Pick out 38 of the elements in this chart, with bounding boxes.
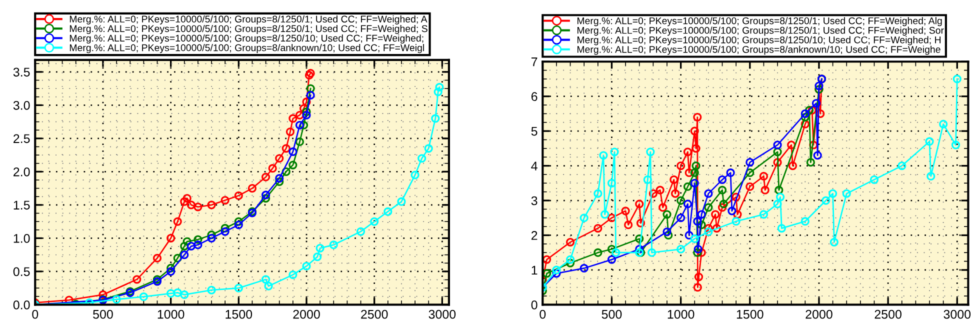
y-tick-label: 3	[531, 196, 538, 206]
y-tick-label: 1.0	[14, 234, 30, 243]
x-tick-label: 3000	[428, 310, 456, 319]
x-tick-label: 2500	[361, 310, 388, 319]
y-tick-label: 6	[531, 92, 538, 101]
y-tick-label: 2	[531, 231, 538, 240]
y-tick-label: 2.0	[14, 167, 30, 176]
y-tick-label: 0.5	[13, 267, 30, 276]
y-tick-label: 4	[531, 162, 538, 170]
x-tick-label: 1500	[736, 310, 764, 319]
x-tick-label: 2500	[874, 310, 902, 319]
y-tick-label: 3.0	[13, 100, 30, 110]
x-tick-label: 500	[93, 310, 113, 319]
x-tick-label: 1500	[226, 310, 252, 319]
y-tick-label: 0.0	[13, 300, 30, 310]
x-tick-label: 2000	[293, 310, 320, 319]
x-tick-label: 0	[32, 310, 38, 319]
x-tick-label: 1000	[158, 310, 184, 319]
legend-label: Merg.%: ALL=0; PKeys=10000/5/100; Groups=8/1250/1; Used CC; FF=Weighed; S	[70, 24, 428, 34]
legend-label: Merg.%: ALL=0; PKeys=10000/5/100; Groups=8/1250/10; Used CC; FF=Weighed; H	[577, 36, 941, 46]
y-tick-label: 5	[531, 126, 538, 136]
y-tick-label: 0	[531, 300, 538, 310]
y-tick-label: 7	[531, 58, 538, 66]
x-tick-label: 3000	[944, 310, 971, 319]
y-tick-label: 1.5	[14, 200, 30, 210]
x-tick-label: 2000	[806, 310, 832, 319]
legend-label: Merg.%: ALL=0; PKeys=10000/5/100; Groups=8/1250/10; Used CC; FF=Weighed;	[70, 34, 424, 44]
x-tick-label: 500	[602, 310, 622, 319]
legend-label: Merg.%: ALL=0; PKeys=10000/5/100; Groups=8/1250/1; Used CC; FF=Weighed; A	[70, 15, 428, 24]
legend-label: Merg.%: ALL=0; PKeys=10000/5/100; Groups=8/anknown/10; Used CC; FF=Weighe	[577, 46, 940, 55]
legend-label: Merg.%: ALL=0; PKeys=10000/5/100; Groups=8/anknown/10; Used CC; FF=Weigl	[70, 44, 424, 54]
y-tick-label: 1	[532, 266, 538, 274]
x-tick-label: 1000	[668, 310, 694, 319]
y-tick-label: 3.5	[13, 68, 30, 77]
x-tick-label: 0	[540, 310, 546, 319]
legend-label: Merg.%: ALL=0; PKeys=10000/5/100; Groups=8/1250/1; Used CC; FF=Weighed; Sor	[577, 26, 944, 36]
legend-label: Merg.%: ALL=0; PKeys=10000/5/100; Groups=8/1250/1; Used CC; FF=Weighed; Alg	[577, 17, 942, 26]
y-tick-label: 2.5	[14, 134, 30, 144]
